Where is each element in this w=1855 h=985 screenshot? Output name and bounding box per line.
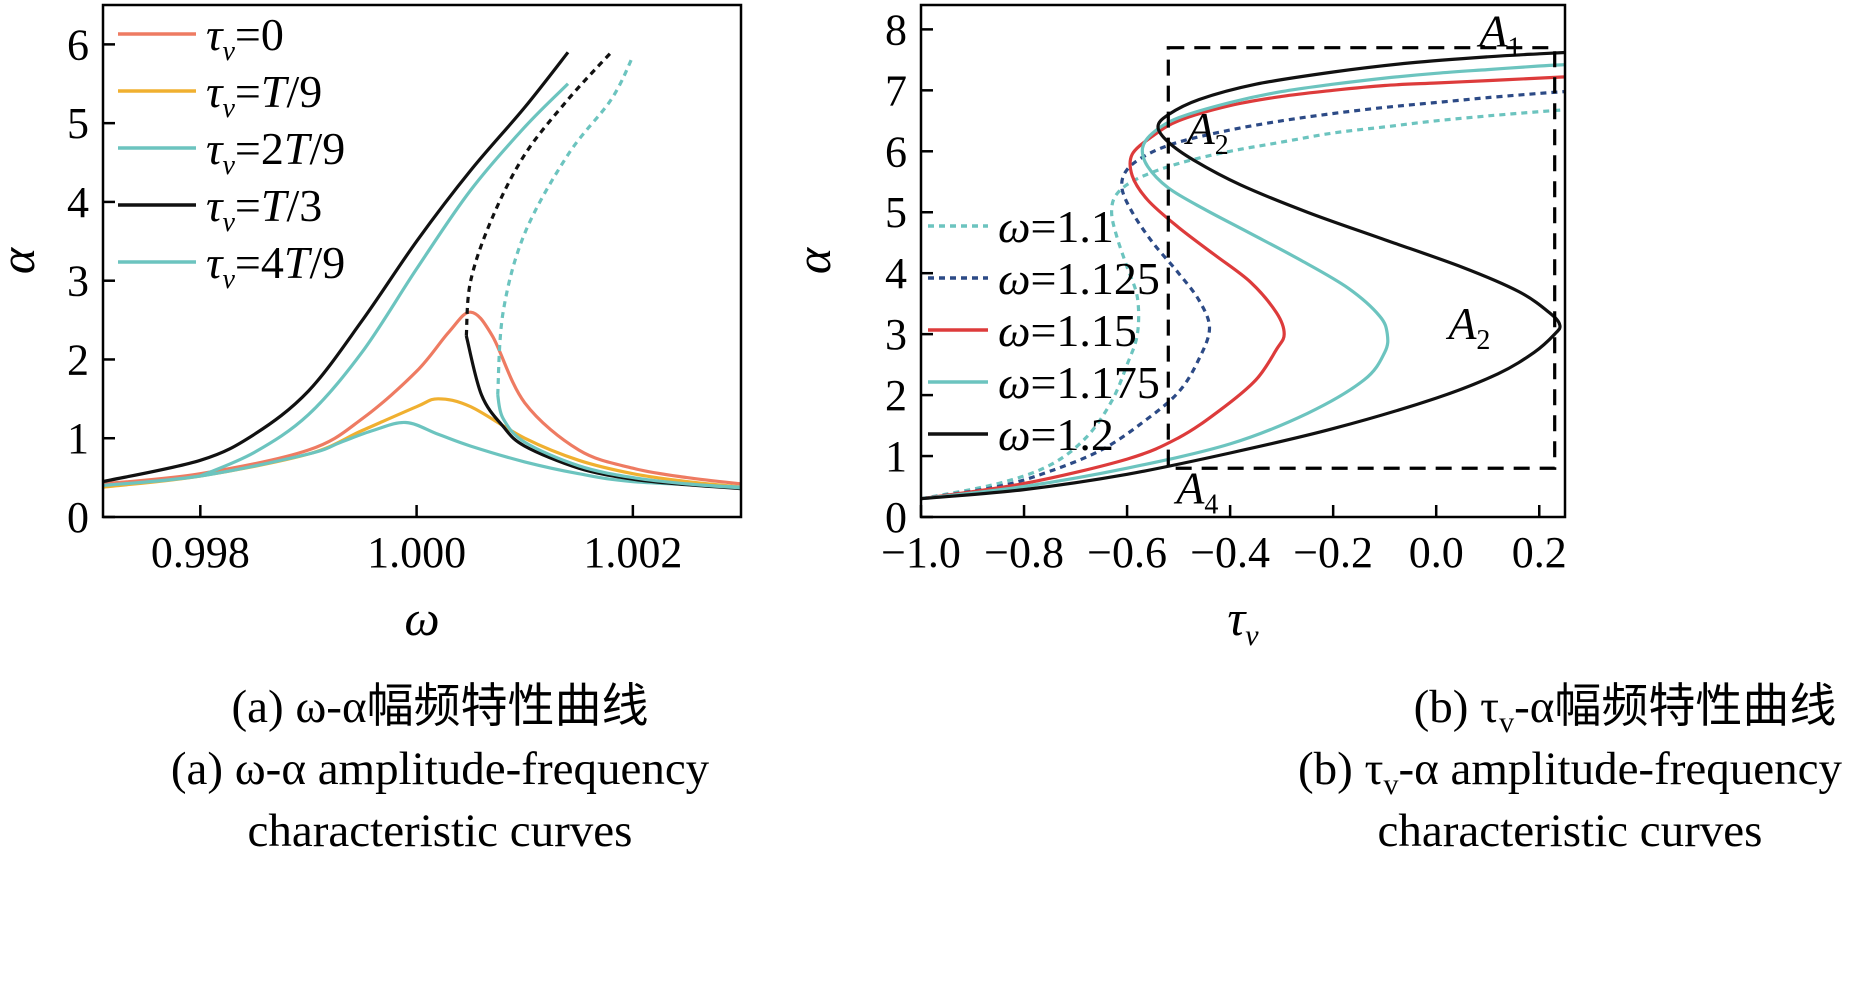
series-line-tau4T9-7 xyxy=(496,394,741,490)
caption-a-en-line1: (a) ω-α amplitude-frequency xyxy=(171,743,710,795)
x-tick-label: −1.0 xyxy=(881,528,961,577)
y-tick-label: 5 xyxy=(67,99,89,148)
legend-label: τv=T/3 xyxy=(206,180,322,238)
x-axis-label: τv xyxy=(1227,590,1259,652)
y-tick-label: 8 xyxy=(885,5,907,54)
x-tick-label: 0.2 xyxy=(1512,528,1567,577)
series-line-tauT3-3 xyxy=(103,51,570,484)
x-tick-label: 1.000 xyxy=(367,528,466,577)
series-line-tau4T9-6 xyxy=(199,82,570,478)
x-tick-label: −0.6 xyxy=(1087,528,1167,577)
series-line-w1p1-0 xyxy=(921,108,1565,501)
legend-label: τv=T/9 xyxy=(206,66,322,124)
legend: τv=0τv=T/9τv=2T/9τv=T/3τv=4T/9 xyxy=(118,9,345,295)
series-line-w1p2-4 xyxy=(921,50,1565,501)
x-tick-label: 1.002 xyxy=(583,528,682,577)
annotation-label: A1 xyxy=(1476,5,1521,63)
series-line-tau4T9-8 xyxy=(496,55,635,396)
y-tick-label: 6 xyxy=(885,127,907,176)
series-line-tau2T9-2 xyxy=(103,420,741,489)
legend-label: ω=1.1 xyxy=(998,201,1114,252)
annotation-label: A2 xyxy=(1184,103,1229,161)
x-tick-label: −0.2 xyxy=(1293,528,1373,577)
y-tick-label: 2 xyxy=(885,371,907,420)
annotation-label: A4 xyxy=(1173,463,1218,521)
x-axis-label: ω xyxy=(404,590,439,646)
legend-label: τv=4T/9 xyxy=(206,237,345,295)
legend-label: ω=1.15 xyxy=(998,305,1137,356)
y-tick-label: 3 xyxy=(67,257,89,306)
y-axis-label: α xyxy=(785,246,841,274)
y-tick-label: 0 xyxy=(885,493,907,542)
y-tick-label: 2 xyxy=(67,335,89,384)
series-group xyxy=(103,51,741,491)
y-tick-label: 1 xyxy=(885,432,907,481)
caption-b-cn: (b) τv-α幅频特性曲线 xyxy=(1414,681,1837,739)
caption-a-en-line2: characteristic curves xyxy=(248,805,633,857)
series-group xyxy=(921,50,1565,501)
y-tick-label: 3 xyxy=(885,310,907,359)
y-tick-label: 5 xyxy=(885,188,907,237)
y-tick-label: 1 xyxy=(67,414,89,463)
legend-label: τv=2T/9 xyxy=(206,123,345,181)
series-line-tau0-0 xyxy=(103,310,741,486)
legend-label: τv=0 xyxy=(206,9,284,67)
y-tick-label: 6 xyxy=(67,20,89,69)
chart-a: 0.998 1.000 1.002 0 1 2 3 4 5 6 ω α τv=0τv=T/9τv=2T/… xyxy=(0,3,743,646)
series-line-tauT3-5 xyxy=(464,51,613,336)
caption-a-cn: (a) ω-α幅频特性曲线 xyxy=(231,681,648,733)
legend-label: ω=1.125 xyxy=(998,253,1160,304)
series-line-w1p175-3 xyxy=(921,63,1565,501)
chart-b: −1.0 −0.8 −0.6 −0.4 −0.2 0.0 0.2 0 1 2 3 4 5 6 7 8 τv α ω=… xyxy=(785,3,1567,652)
x-tick-label: 0.0 xyxy=(1409,528,1464,577)
series-line-w1p15-2 xyxy=(921,75,1565,501)
plot-frame xyxy=(919,3,1567,519)
y-tick-label: 4 xyxy=(885,249,907,298)
caption-b-en-line1: (b) τv-α amplitude-frequency xyxy=(1298,743,1842,801)
y-axis-label: α xyxy=(0,246,45,274)
x-tick-label: −0.4 xyxy=(1190,528,1270,577)
x-tick-label: −0.8 xyxy=(984,528,1064,577)
x-tick-label: 0.998 xyxy=(151,528,250,577)
y-tick-label: 4 xyxy=(67,178,89,227)
legend-label: ω=1.2 xyxy=(998,409,1114,460)
y-tick-label: 0 xyxy=(67,493,89,542)
y-tick-label: 7 xyxy=(885,66,907,115)
caption-b-en-line2: characteristic curves xyxy=(1378,805,1763,857)
series-line-w1p125-1 xyxy=(921,90,1565,501)
dashed-region-box xyxy=(1166,46,1557,470)
legend-label: ω=1.175 xyxy=(998,357,1160,408)
annotation-label: A2 xyxy=(1445,298,1490,356)
plot-frame xyxy=(101,3,743,519)
